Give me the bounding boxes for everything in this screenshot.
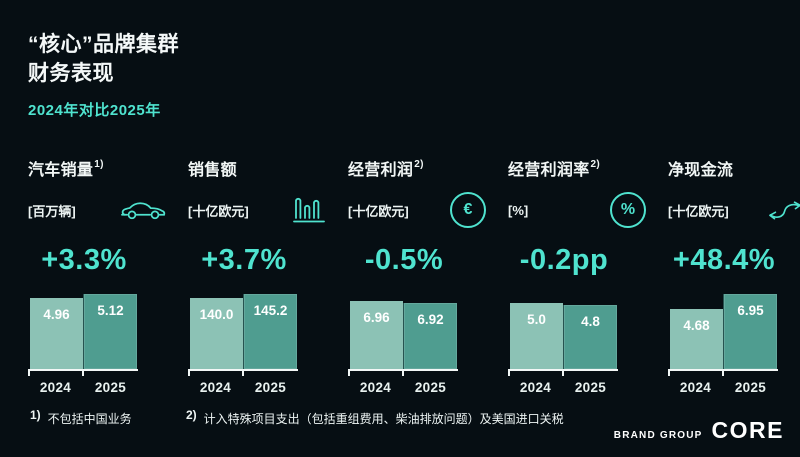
kpi-unit: [百万辆] bbox=[28, 203, 76, 219]
brand-group-label: BRAND GROUP bbox=[613, 430, 703, 441]
kpi-net-cash-flow: 净现金流 [十亿欧元] +48.4% 4.68 6.95 bbox=[668, 156, 800, 395]
kpi-title: 销售额 bbox=[188, 162, 237, 179]
footnote-marker: 1) bbox=[30, 408, 41, 422]
kpi-unit: [十亿欧元] bbox=[188, 203, 249, 219]
bar-2025: 4.8 bbox=[563, 305, 617, 369]
year-label-2024: 2024 bbox=[359, 380, 392, 395]
slide-subtitle: 2024年对比2025年 bbox=[28, 101, 161, 119]
kpi-bar-chart: 6.96 6.92 2024 2025 bbox=[348, 293, 460, 395]
year-label-2025: 2025 bbox=[414, 380, 447, 395]
percent-icon: % bbox=[610, 192, 646, 228]
kpi-meta: [十亿欧元] bbox=[668, 191, 800, 229]
year-label-2024: 2024 bbox=[199, 380, 232, 395]
year-label-2025: 2025 bbox=[734, 380, 767, 395]
kpi-title: 净现金流 bbox=[668, 162, 734, 179]
kpi-change-value: +3.3% bbox=[41, 244, 127, 276]
bar-2024: 5.0 bbox=[510, 303, 563, 369]
bar-value: 4.96 bbox=[43, 307, 70, 322]
cash-flow-icon bbox=[764, 196, 800, 224]
footnote-ref: 1) bbox=[94, 158, 104, 170]
kpi-operating-profit: 经营利润2) [十亿欧元] € -0.5% 6.96 6.92 2024 202… bbox=[348, 156, 498, 395]
footnote-1: 1) 不包括中国业务 bbox=[30, 408, 132, 427]
brand-logo: BRAND GROUP CORE bbox=[614, 417, 784, 444]
bar-value: 140.0 bbox=[199, 307, 234, 322]
slide-header: “核心”品牌集群 财务表现 2024年对比2025年 bbox=[28, 30, 179, 120]
year-label-2025: 2025 bbox=[254, 380, 287, 395]
kpi-sales-revenue: 销售额 [十亿欧元] +3.7% 140.0 145.2 bbox=[188, 156, 338, 395]
bar-value: 4.8 bbox=[581, 314, 600, 329]
euro-icon: € bbox=[450, 192, 486, 228]
bar-value: 5.0 bbox=[527, 312, 546, 327]
kpi-bar-chart: 4.96 5.12 2024 2025 bbox=[28, 293, 140, 395]
chart-baseline bbox=[668, 369, 778, 376]
footnote-ref: 2) bbox=[590, 158, 601, 170]
kpi-row: 汽车销量1) [百万辆] +3.3% 4.96 5.12 bbox=[28, 156, 800, 395]
kpi-meta: [十亿欧元] € bbox=[348, 191, 498, 229]
bar-chart-icon bbox=[292, 195, 326, 225]
year-label-2025: 2025 bbox=[94, 380, 127, 395]
kpi-operating-margin: 经营利润率2) [%] % -0.2pp 5.0 4.8 2024 2025 bbox=[508, 156, 658, 395]
kpi-title: 经营利润率2) bbox=[508, 158, 601, 179]
bar-value: 6.95 bbox=[737, 303, 764, 318]
bar-2024: 4.68 bbox=[670, 309, 723, 369]
bar-value: 6.92 bbox=[417, 312, 444, 327]
kpi-change-value: +3.7% bbox=[201, 244, 287, 276]
kpi-change-value: -0.2pp bbox=[519, 244, 609, 276]
kpi-unit: [%] bbox=[508, 202, 529, 218]
footnote-ref: 2) bbox=[414, 158, 424, 170]
year-label-2024: 2024 bbox=[39, 380, 72, 395]
slide-title-line1: “核心”品牌集群 bbox=[28, 33, 179, 56]
kpi-meta: [十亿欧元] bbox=[188, 191, 338, 229]
bar-2025: 5.12 bbox=[83, 294, 137, 369]
bar-2024: 4.96 bbox=[30, 298, 83, 369]
bar-value: 6.96 bbox=[363, 310, 390, 325]
footnote-text: 计入特殊项目支出（包括重组费用、柴油排放问题）及美国进口关税 bbox=[203, 412, 564, 426]
slide-title: “核心”品牌集群 财务表现 bbox=[28, 30, 179, 89]
kpi-bar-chart: 5.0 4.8 2024 2025 bbox=[508, 293, 620, 395]
kpi-vehicle-sales: 汽车销量1) [百万辆] +3.3% 4.96 5.12 bbox=[28, 156, 178, 395]
kpi-bar-chart: 140.0 145.2 2024 2025 bbox=[188, 293, 300, 395]
footnote-2: 2) 计入特殊项目支出（包括重组费用、柴油排放问题）及美国进口关税 bbox=[186, 408, 564, 427]
bar-2025: 145.2 bbox=[243, 294, 297, 369]
year-label-2025: 2025 bbox=[574, 380, 607, 395]
kpi-change-value: -0.5% bbox=[364, 244, 444, 276]
kpi-title: 经营利润2) bbox=[348, 158, 424, 179]
bar-2024: 6.96 bbox=[350, 301, 403, 369]
chart-baseline bbox=[348, 369, 458, 376]
kpi-title: 汽车销量1) bbox=[28, 158, 104, 179]
bar-2025: 6.92 bbox=[403, 303, 457, 369]
kpi-bar-chart: 4.68 6.95 2024 2025 bbox=[668, 293, 780, 395]
slide-title-line2: 财务表现 bbox=[28, 62, 114, 86]
bar-value: 4.68 bbox=[683, 318, 710, 333]
bar-value: 145.2 bbox=[253, 303, 288, 318]
bar-value: 5.12 bbox=[97, 303, 124, 318]
kpi-change-value: +48.4% bbox=[672, 244, 776, 276]
chart-baseline bbox=[508, 369, 618, 376]
kpi-meta: [百万辆] bbox=[28, 191, 178, 229]
footnote-marker: 2) bbox=[186, 408, 197, 422]
chart-baseline bbox=[28, 369, 138, 376]
year-label-2024: 2024 bbox=[679, 380, 712, 395]
kpi-unit: [十亿欧元] bbox=[668, 203, 729, 219]
footnote-text: 不包括中国业务 bbox=[47, 412, 132, 426]
bar-2025: 6.95 bbox=[723, 294, 777, 369]
kpi-meta: [%] % bbox=[508, 191, 658, 229]
car-icon bbox=[120, 196, 166, 224]
year-label-2024: 2024 bbox=[519, 380, 552, 395]
chart-baseline bbox=[188, 369, 298, 376]
brand-name-label: CORE bbox=[711, 417, 784, 443]
kpi-unit: [十亿欧元] bbox=[348, 203, 409, 219]
bar-2024: 140.0 bbox=[190, 298, 243, 369]
